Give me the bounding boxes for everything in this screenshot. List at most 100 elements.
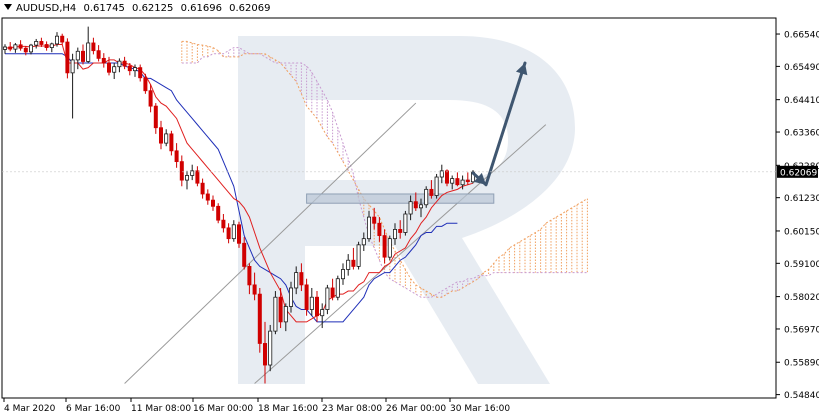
candle-body bbox=[65, 41, 70, 74]
price-axis[interactable]: 0.665400.654900.644100.633600.622800.612… bbox=[776, 31, 819, 402]
candle-body bbox=[418, 204, 423, 209]
candle-body bbox=[153, 105, 158, 129]
candle-body bbox=[299, 272, 304, 286]
candle-body bbox=[356, 244, 361, 267]
candle-body bbox=[392, 229, 397, 240]
price-tick-label: 0.59100 bbox=[784, 260, 819, 270]
time-tick-label: 11 Mar 08:00 bbox=[131, 404, 191, 414]
low-price: 0.61696 bbox=[180, 3, 222, 14]
candle-body bbox=[158, 127, 163, 144]
candle-body bbox=[216, 205, 221, 221]
candle-body bbox=[8, 46, 13, 50]
forecast-arrow bbox=[471, 61, 528, 187]
candle-body bbox=[143, 77, 148, 92]
candle-body bbox=[34, 41, 39, 46]
candle-body bbox=[294, 272, 299, 289]
tenkan-path bbox=[4, 44, 474, 323]
kijun-path bbox=[5, 53, 458, 323]
candle-body bbox=[366, 216, 371, 240]
candle-body bbox=[408, 201, 413, 215]
watermark-logo bbox=[238, 36, 575, 384]
time-tick-label: 16 Mar 00:00 bbox=[193, 404, 253, 414]
candle-body bbox=[257, 293, 262, 344]
candle-body bbox=[465, 179, 470, 183]
candle-body bbox=[262, 343, 267, 366]
candle-body bbox=[101, 57, 106, 64]
candle-body bbox=[268, 330, 273, 366]
candle-body bbox=[413, 201, 418, 209]
candle-body bbox=[429, 188, 434, 196]
candle-body bbox=[247, 266, 252, 286]
candle-body bbox=[450, 178, 455, 184]
candle-body bbox=[23, 47, 28, 53]
candle-body bbox=[200, 182, 205, 195]
candle-body bbox=[325, 287, 330, 310]
candle-body bbox=[330, 287, 335, 298]
candle-body bbox=[75, 50, 80, 61]
candle-body bbox=[455, 178, 460, 186]
candle-body bbox=[231, 224, 236, 240]
trend-channel bbox=[124, 102, 547, 384]
candle-body bbox=[81, 50, 86, 62]
symbol-timeframe: AUDUSD,H4 bbox=[16, 3, 77, 14]
senkou-span-a bbox=[181, 40, 588, 298]
chart-header: AUDUSD,H4 0.61745 0.62125 0.61696 0.6206… bbox=[4, 3, 274, 14]
candle-body bbox=[3, 46, 8, 50]
dropdown-triangle-icon[interactable] bbox=[4, 4, 12, 10]
time-tick-label: 26 Mar 00:00 bbox=[386, 404, 446, 414]
candle-body bbox=[242, 242, 247, 267]
candle-body bbox=[164, 133, 169, 144]
price-tick-label: 0.64410 bbox=[784, 96, 819, 106]
current-price-label: 0.62069 bbox=[780, 168, 817, 178]
candlesticks bbox=[3, 26, 475, 384]
candle-body bbox=[236, 224, 241, 244]
candle-body bbox=[184, 175, 189, 181]
candle-body bbox=[320, 309, 325, 317]
price-tick-label: 0.54840 bbox=[784, 391, 819, 401]
channel-lower-line bbox=[254, 124, 547, 384]
candle-body bbox=[44, 44, 49, 48]
tenkan-sen-line bbox=[4, 44, 474, 323]
price-tick-label: 0.61230 bbox=[784, 194, 819, 204]
current-price-marker: 0.62069 bbox=[2, 165, 818, 178]
support-zone bbox=[306, 193, 495, 204]
candle-body bbox=[273, 296, 278, 332]
candle-body bbox=[372, 216, 377, 224]
candle-body bbox=[28, 44, 33, 53]
high-price: 0.62125 bbox=[132, 3, 174, 14]
candle-body bbox=[283, 306, 288, 323]
candle-body bbox=[252, 284, 257, 295]
candle-body bbox=[86, 42, 91, 62]
candle-body bbox=[309, 296, 314, 310]
candle-body bbox=[340, 269, 345, 280]
candle-body bbox=[434, 176, 439, 196]
candle-body bbox=[382, 235, 387, 258]
candle-body bbox=[387, 238, 392, 258]
candle-body bbox=[314, 296, 319, 317]
candle-body bbox=[117, 60, 122, 68]
channel-upper-line bbox=[124, 102, 417, 384]
candle-body bbox=[278, 296, 283, 323]
candle-body bbox=[13, 44, 18, 50]
candle-body bbox=[179, 161, 184, 181]
chart-frame bbox=[1, 17, 777, 399]
candle-body bbox=[195, 170, 200, 184]
candle-body bbox=[398, 229, 403, 233]
candle-body bbox=[91, 42, 96, 52]
candle-body bbox=[122, 60, 127, 67]
candle-body bbox=[221, 219, 226, 229]
price-tick-label: 0.65490 bbox=[784, 63, 819, 73]
close-price: 0.62069 bbox=[229, 3, 271, 14]
candle-body bbox=[444, 170, 449, 184]
time-axis[interactable]: 4 Mar 2020 6 Mar 16:00 11 Mar 08:00 16 Mar … bbox=[3, 398, 510, 414]
price-tick-label: 0.56970 bbox=[784, 325, 819, 335]
candle-body bbox=[60, 35, 65, 43]
candle-body bbox=[174, 150, 179, 163]
candle-body bbox=[49, 43, 54, 48]
kijun-sen-line bbox=[5, 53, 458, 323]
candle-body bbox=[112, 66, 117, 73]
candle-body bbox=[148, 90, 153, 107]
price-tick-label: 0.66540 bbox=[784, 31, 819, 41]
